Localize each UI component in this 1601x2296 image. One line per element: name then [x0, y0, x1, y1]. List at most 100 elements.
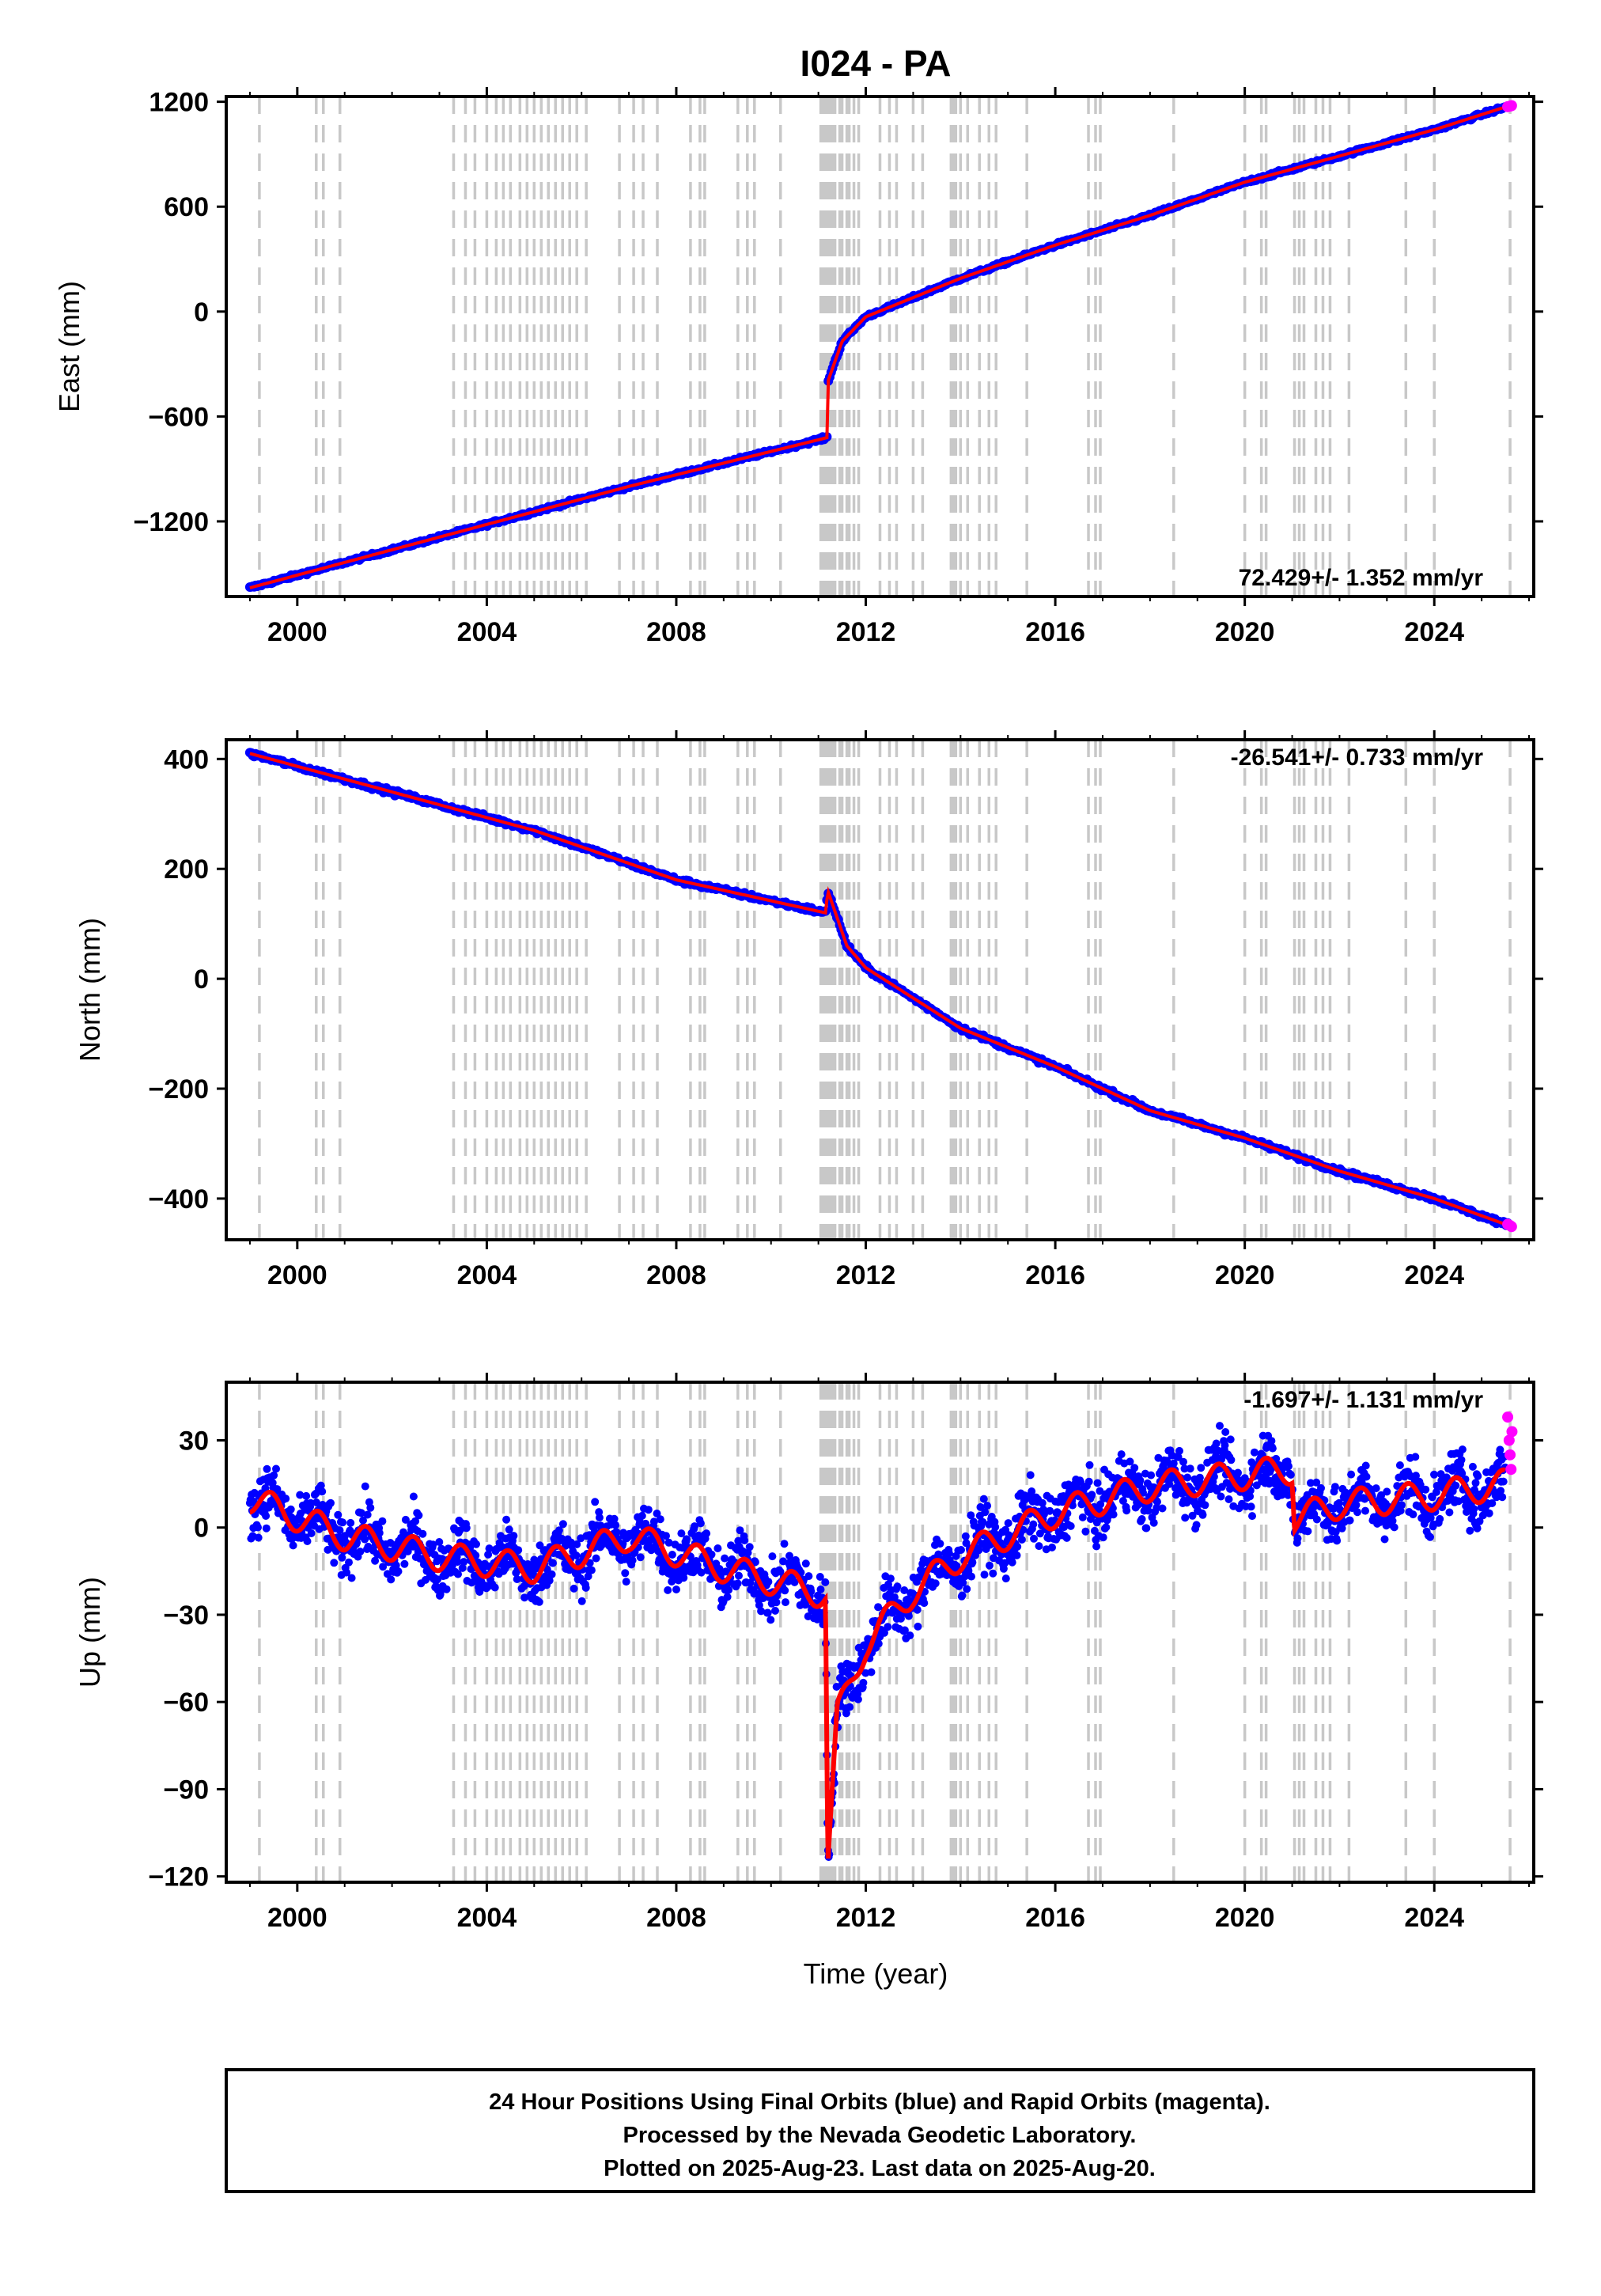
- final-point: [1197, 1464, 1205, 1472]
- final-point: [804, 1572, 813, 1581]
- final-point: [1474, 1472, 1482, 1480]
- rapid-point: [1502, 1411, 1514, 1423]
- rapid-orbit-points: [1502, 100, 1517, 112]
- final-point: [570, 1584, 578, 1593]
- final-point: [1335, 1498, 1343, 1507]
- final-point: [1307, 1479, 1315, 1487]
- final-point: [920, 1599, 929, 1608]
- final-point: [768, 1552, 777, 1561]
- y-tick-label: −30: [163, 1601, 209, 1631]
- plot-frame: [225, 738, 1535, 1241]
- final-point: [1286, 1471, 1295, 1479]
- x-tick-label: 2004: [457, 1903, 517, 1933]
- final-point: [1470, 1505, 1478, 1514]
- final-point: [610, 1514, 619, 1523]
- footer-line-3: Plotted on 2025-Aug-23. Last data on 202…: [604, 2156, 1156, 2181]
- final-point: [904, 1612, 913, 1620]
- final-orbit-points: [245, 1422, 1509, 1862]
- final-point: [628, 1556, 637, 1565]
- final-point: [1227, 1456, 1236, 1464]
- final-point: [1153, 1498, 1161, 1506]
- final-point: [1475, 1517, 1484, 1525]
- final-point: [1192, 1521, 1201, 1529]
- final-point: [572, 1552, 581, 1559]
- final-point: [1377, 1491, 1386, 1499]
- final-point: [327, 1498, 335, 1507]
- final-point: [490, 1583, 499, 1592]
- final-point: [859, 1678, 868, 1687]
- final-point: [842, 1709, 850, 1718]
- final-point: [622, 1578, 630, 1586]
- final-point: [962, 1539, 971, 1548]
- final-point: [1004, 1519, 1012, 1528]
- final-point: [763, 1608, 772, 1617]
- final-point: [1451, 1481, 1460, 1490]
- final-point: [1426, 1514, 1435, 1522]
- final-point: [338, 1553, 346, 1562]
- final-point: [1426, 1533, 1434, 1541]
- final-point: [1008, 1558, 1016, 1567]
- final-point: [316, 1481, 325, 1490]
- final-point: [1412, 1472, 1420, 1480]
- final-point: [394, 1567, 403, 1576]
- final-point: [1122, 1506, 1131, 1515]
- final-point: [664, 1538, 673, 1547]
- rapid-orbit-points: [1502, 1218, 1517, 1233]
- final-point: [1497, 1487, 1505, 1495]
- final-point: [1266, 1465, 1275, 1473]
- final-point: [1126, 1457, 1134, 1466]
- final-point: [846, 1703, 854, 1711]
- final-point: [1028, 1487, 1036, 1495]
- final-point: [1163, 1457, 1171, 1465]
- final-point: [1395, 1461, 1404, 1469]
- final-point: [1485, 1509, 1493, 1517]
- final-point: [1081, 1527, 1090, 1536]
- final-point: [1093, 1479, 1102, 1487]
- final-point: [967, 1572, 975, 1581]
- plot-area: [244, 97, 1517, 597]
- final-point: [549, 1559, 557, 1567]
- rate-label: 72.429+/- 1.352 mm/yr: [1239, 565, 1484, 591]
- final-point: [502, 1515, 511, 1524]
- final-point: [484, 1550, 493, 1559]
- final-point: [1038, 1498, 1047, 1507]
- panel-east: 2000 2004 2008 2012 2016 2020 2024 −1200 −600 0 60…: [53, 87, 1543, 647]
- final-point: [723, 1593, 732, 1601]
- final-point: [1109, 1510, 1118, 1519]
- final-point: [1457, 1456, 1466, 1464]
- final-point: [346, 1518, 355, 1527]
- footer-line-1: 24 Hour Positions Using Final Orbits (bl…: [489, 2090, 1270, 2115]
- final-point: [764, 1578, 773, 1586]
- y-tick-label: −400: [148, 1184, 209, 1214]
- final-point: [1216, 1422, 1224, 1430]
- final-point: [1085, 1461, 1094, 1469]
- final-point: [1001, 1574, 1010, 1583]
- x-ticks: 2000 2004 2008 2012 2016 2020 2024: [248, 730, 1531, 1290]
- final-point: [702, 1529, 711, 1538]
- y-tick-label: −1200: [134, 507, 210, 537]
- final-point: [931, 1579, 940, 1588]
- final-point: [577, 1597, 586, 1605]
- final-point: [1212, 1439, 1221, 1448]
- y-tick-label: 200: [164, 854, 209, 885]
- final-point: [573, 1540, 581, 1548]
- final-point: [554, 1526, 563, 1535]
- final-point: [1078, 1513, 1087, 1521]
- x-tick-label: 2008: [646, 617, 706, 647]
- rapid-point: [1505, 1221, 1517, 1233]
- final-point: [584, 1572, 592, 1581]
- x-tick-label: 2020: [1215, 617, 1275, 647]
- x-tick-label: 2020: [1215, 1903, 1275, 1933]
- final-point: [400, 1559, 409, 1568]
- final-point: [1019, 1525, 1028, 1534]
- final-point: [1498, 1493, 1507, 1502]
- final-point: [414, 1511, 423, 1520]
- final-point: [884, 1623, 892, 1631]
- final-point: [460, 1558, 468, 1567]
- plot-area: [244, 740, 1517, 1240]
- final-point: [307, 1529, 316, 1537]
- final-orbit-points: [244, 102, 1510, 592]
- final-point: [1285, 1462, 1293, 1471]
- final-point: [1268, 1444, 1277, 1453]
- final-point: [343, 1568, 351, 1577]
